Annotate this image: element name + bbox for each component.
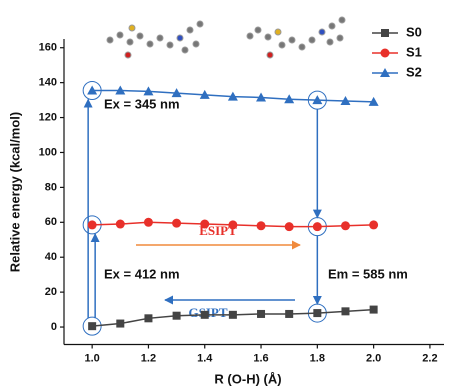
y-tick-label: 20	[45, 286, 57, 298]
legend-label: S0	[406, 24, 422, 39]
data-point	[200, 220, 209, 229]
data-point	[257, 310, 265, 318]
chart: Relative energy (kcal/mol) R (O-H) (Å) E…	[0, 0, 466, 392]
data-point	[229, 311, 237, 319]
data-point	[313, 222, 322, 231]
data-point	[285, 222, 294, 231]
data-point	[370, 306, 378, 314]
x-tick-label: 1.4	[197, 352, 213, 364]
molecule	[107, 21, 203, 58]
x-tick-label: 2.2	[422, 352, 437, 364]
y-axis-label: Relative energy (kcal/mol)	[7, 112, 22, 272]
data-point	[341, 221, 350, 230]
y-tick-label: 140	[39, 77, 57, 89]
data-point	[201, 311, 209, 319]
y-tick-label: 100	[39, 146, 57, 158]
legend-marker	[381, 29, 389, 37]
annotation: Ex = 345 nm	[104, 96, 180, 111]
y-tick-label: 60	[45, 216, 57, 228]
legend-marker	[381, 49, 390, 58]
legend-label: S2	[406, 64, 422, 79]
molecule	[247, 17, 345, 58]
annotation: Em = 585 nm	[328, 266, 408, 281]
x-axis-label: R (O-H) (Å)	[214, 371, 281, 386]
data-point	[144, 314, 152, 322]
data-point	[313, 309, 321, 317]
data-point	[88, 322, 96, 330]
data-point	[257, 221, 266, 230]
x-tick-label: 1.6	[253, 352, 268, 364]
x-tick-label: 1.0	[84, 352, 99, 364]
y-tick-label: 160	[39, 42, 57, 54]
data-point	[228, 220, 237, 229]
data-point	[88, 220, 97, 229]
data-point	[116, 320, 124, 328]
annotation: Ex = 412 nm	[104, 266, 180, 281]
y-tick-label: 120	[39, 111, 57, 123]
legend-label: S1	[406, 44, 422, 59]
data-point	[144, 218, 153, 227]
y-tick-label: 0	[51, 321, 57, 333]
data-point	[341, 307, 349, 315]
data-point	[369, 220, 378, 229]
y-tick-label: 80	[45, 181, 57, 193]
data-point	[173, 312, 181, 320]
x-tick-label: 2.0	[366, 352, 381, 364]
x-tick-label: 1.2	[141, 352, 156, 364]
data-point	[172, 219, 181, 228]
y-tick-label: 40	[45, 251, 57, 263]
data-point	[285, 310, 293, 318]
x-tick-label: 1.8	[310, 352, 325, 364]
data-point	[116, 220, 125, 229]
